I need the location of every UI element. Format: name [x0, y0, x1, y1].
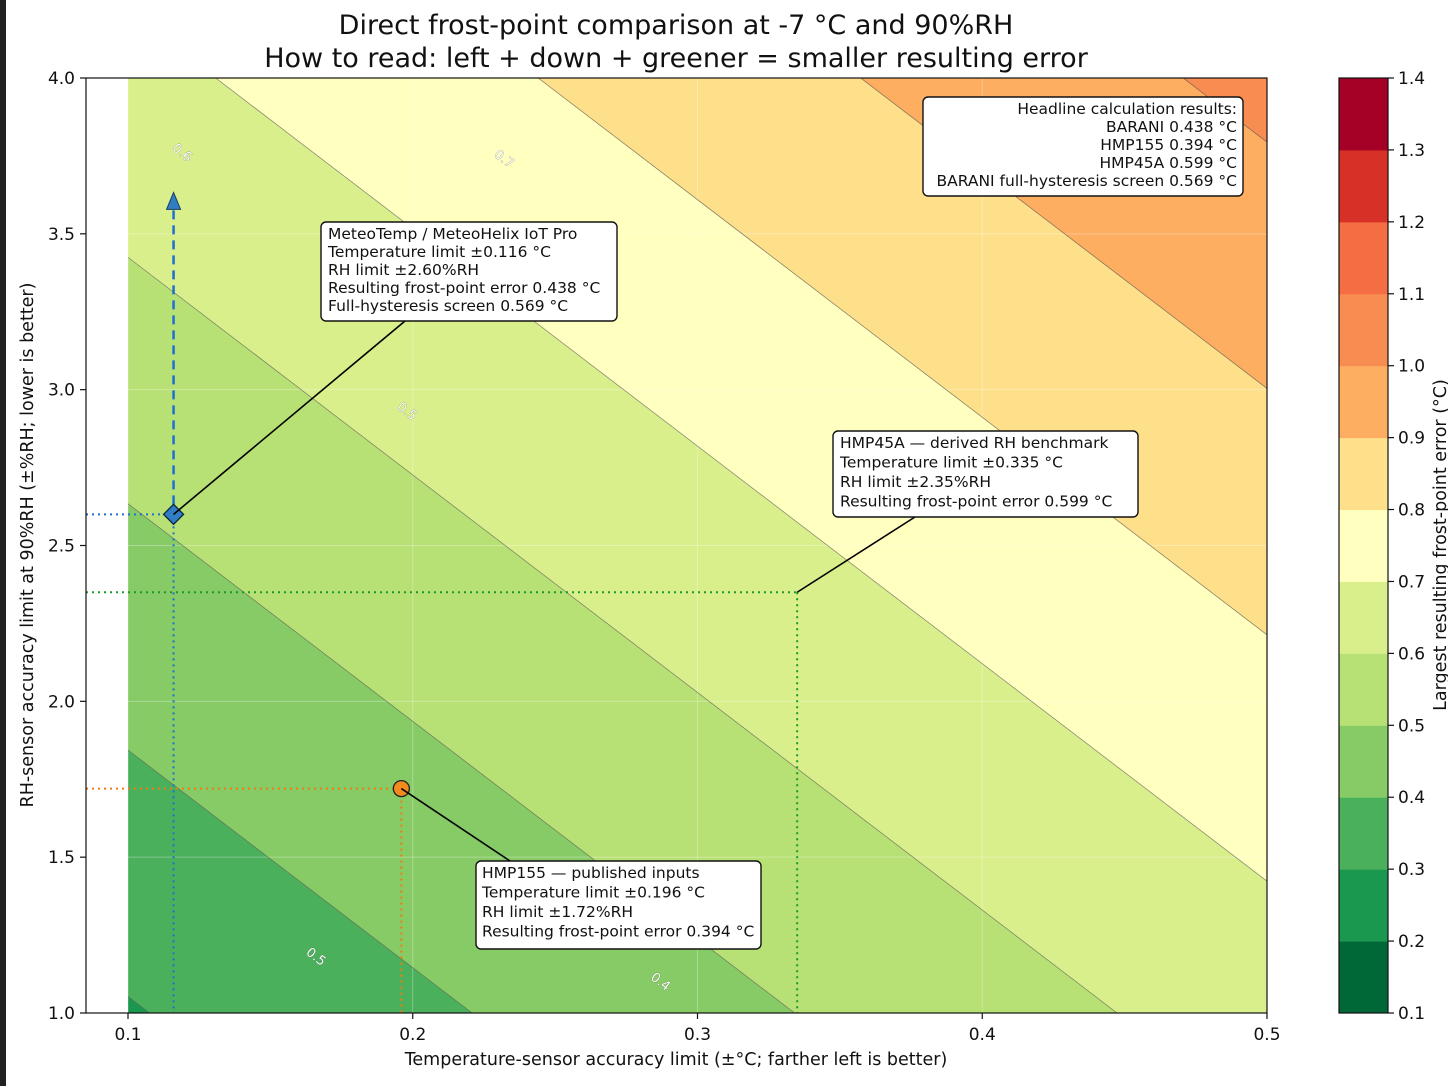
colorbar-segment [1339, 653, 1388, 726]
y-tick-label: 2.5 [48, 537, 75, 557]
x-tick-label: 0.4 [969, 1025, 996, 1045]
x-tick-label: 0.2 [399, 1025, 426, 1045]
colorbar-tick-label: 0.2 [1398, 932, 1425, 952]
annotation-text: Resulting frost-point error 0.394 °C [482, 923, 754, 941]
colorbar-label: Largest resulting frost-point error (°C) [1431, 379, 1448, 711]
headline-text: HMP155 0.394 °C [1100, 136, 1237, 154]
y-tick-label: 3.5 [48, 225, 75, 245]
colorbar-segment [1339, 221, 1388, 295]
x-tick-label: 0.5 [1253, 1025, 1280, 1045]
x-tick-label: 0.1 [114, 1025, 141, 1045]
annotation-boxes: MeteoTemp / MeteoHelix IoT ProTemperatur… [173, 96, 1244, 950]
x-tick-label: 0.3 [684, 1025, 711, 1045]
headline-text: BARANI 0.438 °C [1106, 118, 1237, 136]
headline-text: HMP45A 0.599 °C [1099, 154, 1237, 172]
annotation-text: Resulting frost-point error 0.438 °C [328, 279, 600, 297]
arrow-head-icon [165, 191, 182, 210]
colorbar-tick-label: 0.7 [1398, 572, 1425, 592]
contour-line-0.8 [537, 78, 1267, 636]
colorbar-tick-label: 0.1 [1398, 1004, 1425, 1024]
annotation-text: Full-hysteresis screen 0.569 °C [328, 297, 568, 315]
colorbar-segment [1339, 437, 1388, 511]
contour-line-0.3 [128, 996, 150, 1013]
headline-results-box [922, 96, 1244, 197]
annotation-text: RH limit ±2.35%RH [840, 473, 991, 491]
annotation-text: Temperature limit ±0.196 °C [481, 884, 705, 902]
colorbar-segment [1339, 797, 1388, 870]
annotation-text: Resulting frost-point error 0.599 °C [840, 493, 1112, 511]
colorbar-tick-label: 1.2 [1398, 213, 1425, 233]
connector-line-0 [173, 320, 406, 515]
annotation-text: Temperature limit ±0.116 °C [327, 243, 551, 261]
x-axis-label: Temperature-sensor accuracy limit (±°C; … [404, 1050, 948, 1070]
contour-line-0.7 [215, 78, 1267, 882]
colorbar-segment [1339, 581, 1388, 654]
colorbar-tick-label: 0.8 [1398, 501, 1425, 521]
axis-ticks: 0.1 0.2 0.3 0.4 0.5 1.0 1.5 2.0 2.5 3.0 3.5 4.0 [48, 69, 1281, 1045]
connector-line-2 [400, 787, 511, 862]
colorbar-tick-label: 0.4 [1398, 788, 1425, 808]
colorbar-tick-label: 1.1 [1398, 285, 1425, 305]
chart-title-line-2: How to read: left + down + greener = sma… [264, 43, 1088, 74]
y-tick-label: 4.0 [48, 69, 75, 89]
y-tick-label: 1.5 [48, 848, 75, 868]
colorbar-frame [1338, 77, 1389, 1014]
annotation-text: HMP45A — derived RH benchmark [840, 434, 1108, 452]
colorbar-segment [1339, 941, 1388, 1014]
y-tick-label: 1.0 [48, 1004, 75, 1024]
colorbar-tick-label: 1.0 [1398, 357, 1425, 377]
colorbar-tick-label: 1.4 [1398, 69, 1425, 89]
annotation-box-2 [475, 860, 762, 950]
chart-title-line-1: Direct frost-point comparison at -7 °C a… [339, 10, 1014, 41]
contour-line-0.6 [128, 257, 1118, 1013]
y-tick-label: 2.0 [48, 692, 75, 712]
annotation-box-1 [832, 430, 1139, 518]
colorbar: 0.1 0.2 0.3 0.4 0.5 0.6 0.7 0.8 0.9 1.0 1.1 1.2 1.3 1… [1338, 69, 1425, 1024]
annotation-box-0 [320, 221, 618, 322]
colorbar-segment [1339, 78, 1388, 151]
connector-line-1 [796, 516, 916, 593]
colorbar-segment [1339, 509, 1388, 582]
colorbar-tick-label: 0.6 [1398, 644, 1425, 664]
annotation-text: MeteoTemp / MeteoHelix IoT Pro [328, 225, 577, 243]
colorbar-tick-label: 1.3 [1398, 141, 1425, 161]
annotation-text: RH limit ±2.60%RH [328, 261, 479, 279]
y-axis-label: RH-sensor accuracy limit at 90%RH (±%RH;… [18, 283, 38, 808]
colorbar-segment [1339, 293, 1388, 367]
colorbar-tick-label: 0.5 [1398, 716, 1425, 736]
colorbar-segment [1339, 725, 1388, 798]
colorbar-segment [1339, 869, 1388, 942]
annotation-text: Temperature limit ±0.335 °C [839, 454, 1063, 472]
colorbar-segment [1339, 365, 1388, 439]
headline-text: Headline calculation results: [1017, 100, 1237, 118]
headline-text: BARANI full-hysteresis screen 0.569 °C [936, 172, 1237, 190]
y-tick-label: 3.0 [48, 381, 75, 401]
colorbar-segment [1339, 149, 1388, 223]
annotation-text: RH limit ±1.72%RH [482, 903, 633, 921]
contour-line-0.4 [128, 749, 473, 1013]
guide-lines [86, 191, 799, 1013]
colorbar-tick-label: 0.3 [1398, 860, 1425, 880]
window-edge [0, 0, 6, 1086]
colorbar-tick-label: 0.9 [1398, 429, 1425, 449]
annotation-text: HMP155 — published inputs [482, 864, 700, 882]
